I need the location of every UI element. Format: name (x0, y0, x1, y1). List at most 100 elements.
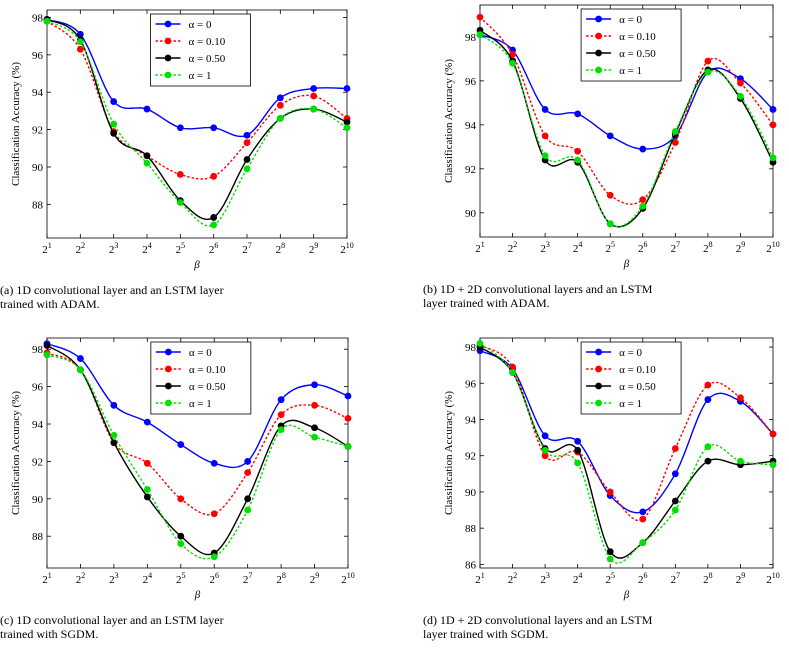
data-point (671, 497, 679, 505)
legend-label: α = 0.10 (619, 31, 656, 43)
data-point (210, 124, 218, 132)
y-tick-label: 98 (465, 342, 477, 354)
data-point (704, 396, 712, 403)
data-point (344, 415, 352, 422)
data-point (310, 92, 318, 100)
series-line (479, 344, 774, 522)
x-tick-label: 24 (142, 241, 152, 256)
data-point (177, 441, 185, 448)
data-point (541, 132, 549, 140)
data-point (769, 154, 777, 162)
data-point (343, 85, 351, 92)
series-line (479, 34, 774, 228)
x-tick-label: 26 (209, 571, 219, 586)
series-line (46, 18, 348, 220)
data-point (176, 124, 184, 132)
x-tick-label: 28 (276, 241, 286, 256)
x-tick-label: 25 (176, 241, 186, 256)
x-tick-label: 27 (243, 571, 253, 586)
data-point (311, 424, 318, 432)
x-tick-label: 26 (638, 571, 648, 586)
data-point (574, 446, 582, 454)
x-tick-label: 23 (109, 571, 119, 586)
x-tick-label: 28 (703, 571, 713, 586)
legend-label: α = 0.10 (619, 364, 656, 376)
x-tick-label: 28 (703, 240, 713, 255)
data-point (509, 59, 516, 67)
x-tick-label: 27 (671, 571, 681, 586)
caption: (d) 1D + 2D convolutional layers and an … (423, 613, 653, 627)
y-tick-label: 96 (465, 378, 477, 390)
y-tick-label: 94 (465, 414, 477, 426)
panel: 88 90 92 94 96 98 21 22 23 24 25 26 27 28 29 210 β Classi… (0, 337, 355, 641)
x-tick-label: 29 (736, 571, 746, 586)
y-tick-label: 98 (32, 344, 44, 356)
y-tick-label: 98 (32, 12, 44, 24)
plot-frame (479, 337, 774, 569)
data-point (704, 68, 712, 76)
x-tick-label: 29 (736, 240, 746, 255)
data-point (639, 202, 647, 210)
data-point (606, 220, 614, 228)
data-point (476, 340, 484, 347)
data-point (210, 172, 218, 180)
legend-marker (164, 348, 172, 356)
data-point (76, 38, 84, 46)
legend-marker (595, 15, 602, 23)
y-tick-label: 96 (32, 50, 44, 62)
data-point (344, 443, 352, 450)
y-tick-label: 94 (32, 419, 44, 431)
legend-label: α = 0 (189, 19, 212, 31)
data-point (671, 506, 679, 514)
data-point (769, 430, 777, 438)
data-point (476, 31, 484, 39)
series-line (479, 16, 774, 205)
series-line (479, 350, 774, 514)
x-axis-label: β (194, 589, 201, 601)
y-axis-label: Classification Accuracy (%) (443, 59, 455, 183)
legend-marker (595, 32, 602, 40)
legend-marker (595, 49, 602, 57)
legend-label: α = 1 (619, 65, 642, 77)
y-tick-label: 90 (465, 487, 477, 499)
x-tick-label: 210 (766, 571, 780, 586)
legend-label: α = 0.50 (189, 381, 226, 393)
data-point (244, 506, 252, 514)
legend-marker (595, 399, 602, 407)
data-point (671, 139, 679, 146)
x-tick-label: 22 (508, 571, 518, 586)
legend-marker (164, 365, 172, 373)
data-point (476, 13, 484, 21)
data-point (671, 128, 679, 135)
data-point (176, 171, 184, 178)
x-tick-label: 25 (176, 571, 186, 586)
y-tick-label: 88 (465, 523, 477, 535)
x-tick-label: 25 (605, 240, 615, 255)
legend-marker (595, 382, 602, 390)
x-tick-label: 22 (508, 240, 518, 255)
data-point (574, 147, 582, 155)
x-tick-label: 210 (766, 240, 780, 255)
data-point (574, 459, 582, 467)
data-point (176, 199, 184, 206)
series-line (46, 344, 349, 556)
data-point (143, 105, 151, 113)
data-point (769, 106, 777, 113)
x-tick-label: 22 (76, 241, 86, 256)
data-point (77, 355, 84, 362)
legend-label: α = 0 (619, 347, 642, 359)
data-point (704, 457, 712, 465)
panel: 90 92 94 96 98 21 22 23 24 25 26 27 28 29 210 β Classifi… (423, 4, 780, 310)
plot-frame (479, 4, 774, 238)
caption: (b) 1D + 2D convolutional layers and an … (423, 282, 653, 296)
x-tick-label: 24 (143, 571, 153, 586)
data-point (210, 221, 218, 229)
x-tick-label: 24 (573, 240, 583, 255)
legend-marker (164, 20, 172, 28)
data-point (76, 30, 84, 38)
x-tick-label: 27 (671, 240, 681, 255)
legend-marker (164, 71, 172, 79)
data-point (671, 470, 679, 478)
series-line (46, 342, 349, 469)
data-point (277, 396, 285, 404)
